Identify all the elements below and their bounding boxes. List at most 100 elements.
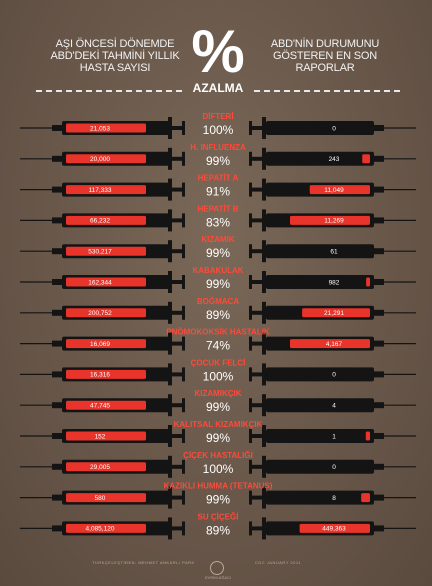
reduction-percent: 83% — [206, 215, 230, 229]
recent-report-count: 0 — [332, 125, 336, 132]
syringe-hub — [374, 125, 384, 131]
syringe-fill-pre — [66, 400, 146, 410]
syringe-plunger-cap — [249, 398, 252, 413]
pre-vaccine-count: 47,745 — [90, 403, 110, 410]
syringe-hub — [52, 125, 62, 131]
syringe-flange — [262, 240, 266, 263]
syringe-plunger-rod — [252, 187, 262, 192]
footer-credit: TÜRKÇELEŞTİREN: MEHMET ANKARLI PARK — [92, 560, 195, 565]
syringe-barrel — [266, 151, 374, 166]
syringe-plunger-cap — [249, 213, 252, 228]
divider-right — [254, 90, 400, 92]
reduction-percent: 99% — [206, 493, 230, 507]
syringe-flange — [262, 178, 266, 201]
syringe-fill-pre — [66, 215, 146, 225]
syringe-fill-pre — [66, 277, 146, 287]
pre-vaccine-count: 16,069 — [90, 341, 110, 348]
syringe-plunger-rod — [172, 187, 182, 192]
syringe-plunger-rod — [172, 526, 182, 531]
syringe-plunger-cap — [182, 213, 185, 228]
pre-vaccine-count: 162,344 — [88, 279, 112, 286]
syringe-flange — [168, 425, 172, 447]
reduction-percent: 99% — [206, 154, 230, 168]
syringe-hub — [374, 340, 384, 347]
pre-vaccine-count: 200,752 — [88, 310, 112, 317]
syringe-hub — [52, 155, 62, 162]
syringe-plunger-rod — [172, 280, 182, 284]
syringe-hub — [52, 463, 62, 470]
reduction-percent: 89% — [206, 308, 230, 322]
syringe-plunger-rod — [172, 126, 182, 130]
syringe-plunger-cap — [249, 490, 252, 505]
syringe-plunger-rod — [252, 464, 262, 469]
syringe-plunger-cap — [182, 305, 185, 320]
syringe-hub — [374, 155, 384, 162]
divider-left — [36, 90, 182, 92]
footer-logo-text: EVRİM AĞACI — [205, 575, 232, 580]
syringe-plunger-cap — [249, 275, 252, 289]
syringe-fill-pre — [66, 154, 146, 164]
syringe-hub — [52, 309, 62, 316]
recent-report-count: 61 — [330, 249, 338, 256]
pre-vaccine-count: 530,217 — [88, 249, 112, 256]
syringe-plunger-cap — [182, 121, 185, 135]
reduction-percent: 99% — [206, 277, 230, 291]
syringe-plunger-rod — [172, 310, 182, 315]
syringe-plunger-rod — [172, 341, 182, 346]
syringe-flange — [262, 332, 266, 355]
syringe-hub — [52, 433, 62, 439]
syringe-flange — [262, 394, 266, 417]
pre-vaccine-count: 580 — [95, 495, 106, 502]
syringe-hub — [374, 248, 384, 255]
recent-report-count: 4 — [332, 403, 336, 410]
syringe-hub — [52, 217, 62, 224]
syringe-flange — [262, 209, 266, 232]
syringe-plunger-rod — [252, 526, 262, 531]
syringe-plunger-rod — [252, 495, 262, 500]
syringe-hub — [374, 463, 384, 470]
syringe-flange — [168, 332, 172, 355]
syringe-fill-post — [290, 215, 370, 225]
syringe-flange — [168, 178, 172, 201]
syringe-plunger-rod — [252, 310, 262, 315]
syringe-barrel — [266, 398, 374, 413]
syringe-flange — [262, 271, 266, 293]
syringe-plunger-cap — [249, 121, 252, 135]
syringe-flange — [168, 455, 172, 478]
pre-vaccine-count: 152 — [95, 433, 106, 440]
syringe-plunger-rod — [172, 464, 182, 469]
footer-source: CDC JANUARY 2011 — [255, 560, 302, 565]
tree-logo-icon — [210, 561, 224, 575]
pre-vaccine-count: 16,316 — [90, 372, 110, 379]
syringe-plunger-cap — [249, 459, 252, 474]
syringe-fill-pre — [66, 462, 146, 472]
pre-vaccine-count: 20,000 — [90, 156, 110, 163]
syringe-flange — [262, 301, 266, 324]
syringe-plunger-cap — [182, 182, 185, 197]
header-right-text: ABD'NİN DURUMUNU GÖSTEREN EN SON RAPORLA… — [250, 38, 400, 74]
syringe-flange — [168, 117, 172, 139]
recent-report-count: 11,049 — [324, 187, 344, 194]
syringe-fill-post — [309, 185, 370, 195]
recent-report-count: 0 — [332, 464, 336, 471]
disease-name: HEPATİT A — [198, 174, 239, 183]
syringe-flange — [168, 517, 172, 540]
syringe-plunger-cap — [249, 151, 252, 166]
syringe-barrel — [266, 490, 374, 505]
reduction-percent: 100% — [203, 123, 234, 137]
reduction-percent: 99% — [206, 431, 230, 445]
syringe-plunger-rod — [172, 249, 182, 254]
header-left-line: ABD'DEKİ TAHMİNİ YILLIK — [50, 50, 180, 62]
reduction-percent: 99% — [206, 246, 230, 260]
syringe-fill-post — [290, 339, 370, 349]
recent-report-count: 21,291 — [324, 310, 344, 317]
reduction-percent: 99% — [206, 400, 230, 414]
syringe-plunger-cap — [182, 275, 185, 289]
syringe-hub — [374, 186, 384, 193]
syringe-plunger-cap — [249, 244, 252, 259]
pre-vaccine-count: 117,333 — [88, 187, 111, 194]
syringe-flange — [168, 147, 172, 170]
syringe-plunger-cap — [249, 336, 252, 351]
syringe-plunger-cap — [182, 429, 185, 443]
syringe-hub — [52, 494, 62, 501]
